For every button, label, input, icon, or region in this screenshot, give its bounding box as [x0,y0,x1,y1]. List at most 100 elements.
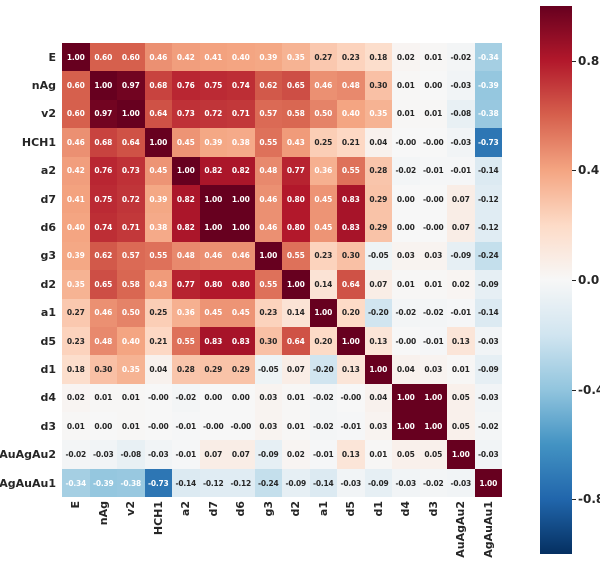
heatmap-cell: 0.80 [282,184,310,214]
heatmap-cell: 0.07 [282,355,310,384]
heatmap-cell: 0.64 [144,99,172,129]
heatmap-cell: 0.30 [337,241,365,271]
heatmap-cell: 0.03 [364,412,392,441]
heatmap-cell: 0.60 [62,99,90,129]
heatmap-cell: 1.00 [227,184,255,214]
heatmap-cell: 0.65 [282,71,310,100]
heatmap-cell: -0.14 [309,468,337,498]
y-tick-label: d6 [40,221,56,235]
heatmap-cell: 0.04 [364,128,392,157]
heatmap-cell: 0.46 [199,241,227,271]
heatmap-cell: 0.23 [254,298,282,327]
heatmap-cell: -0.03 [144,440,172,469]
heatmap-cell: 0.80 [227,270,255,299]
heatmap-cell: -0.12 [199,468,227,498]
heatmap-cell: 0.46 [227,241,255,271]
y-tick-label: d7 [40,192,56,206]
colorbar-gradient [540,6,572,554]
heatmap-cell: 0.00 [199,383,227,413]
heatmap-cell: -0.14 [474,298,502,327]
heatmap-cell: 0.29 [364,184,392,214]
x-tick-label: d7 [206,501,220,517]
heatmap-cell: 0.42 [172,43,200,72]
heatmap-cell: 0.57 [117,241,145,271]
y-tick-label: d3 [40,419,56,433]
heatmap-cell: 1.00 [172,156,200,185]
x-tick-label: HCH1 [151,501,165,536]
y-tick-label: v2 [41,107,56,121]
colorbar [540,6,572,554]
heatmap-cell: 0.23 [337,43,365,72]
heatmap-cell: 0.30 [89,355,117,384]
x-tick-label-slot: a1 [310,501,338,561]
heatmap-cell: 0.45 [199,298,227,327]
heatmap-cell: 1.00 [309,298,337,327]
heatmap-cell: 0.39 [144,184,172,214]
heatmap-cell: 0.00 [419,71,447,100]
heatmap-cell: 0.18 [364,43,392,72]
heatmap-cell: -0.00 [144,383,172,413]
heatmap-cell: -0.09 [254,440,282,469]
x-tick-label-slot: d3 [420,501,448,561]
heatmap-cell: 0.80 [282,213,310,242]
heatmap-cell: 0.46 [62,128,90,157]
y-tick-label: g3 [40,249,56,263]
heatmap-cell: 0.29 [199,355,227,384]
heatmap-cell: 1.00 [62,43,90,72]
x-tick-label-slot: g3 [255,501,283,561]
x-tick-label: d4 [399,501,413,517]
heatmap-cell: 0.40 [62,213,90,242]
heatmap-cell: 0.01 [392,270,420,299]
heatmap-cell: 0.72 [117,184,145,214]
y-tick-label: AuAgAu2 [0,448,56,462]
heatmap-cell: 0.83 [337,184,365,214]
heatmap-cell: -0.12 [227,468,255,498]
heatmap-cell: 0.30 [364,71,392,100]
heatmap-cell: -0.24 [474,241,502,271]
heatmap-cell: -0.02 [419,298,447,327]
heatmap-cell: -0.02 [309,383,337,413]
heatmap-cell: 0.27 [309,43,337,72]
heatmap-cell: 1.00 [364,355,392,384]
heatmap-cell: 0.02 [447,270,475,299]
x-tick-label-slot: AuAgAu2 [447,501,475,561]
heatmap-cell: -0.09 [474,270,502,299]
heatmap-cell: 0.01 [89,383,117,413]
y-tick-label: d2 [40,277,56,291]
heatmap-cell: 0.04 [364,383,392,413]
heatmap-cell: -0.24 [254,468,282,498]
heatmap-cell: -0.39 [474,71,502,100]
heatmap-cell: 0.43 [282,128,310,157]
heatmap-cell: -0.39 [89,468,117,498]
heatmap-cell: 0.62 [254,71,282,100]
heatmap-cell: -0.03 [392,468,420,498]
heatmap-cell: 0.38 [227,128,255,157]
x-tick-label-slot: d6 [227,501,255,561]
heatmap-cell: 0.45 [172,128,200,157]
heatmap-cell: 0.45 [309,184,337,214]
heatmap-cell: 0.65 [89,270,117,299]
heatmap-cell: -0.08 [117,440,145,469]
heatmap-cell: 0.25 [144,298,172,327]
heatmap-cell: 0.46 [309,71,337,100]
heatmap-cell: 0.00 [392,213,420,242]
x-tick-label: a2 [179,501,193,517]
x-tick-label-slot: d4 [392,501,420,561]
heatmap-cell: 0.75 [199,71,227,100]
heatmap-cell: 0.40 [337,99,365,129]
heatmap-cell: 0.40 [227,43,255,72]
colorbar-tick-label: -0.4 [578,382,600,397]
heatmap-cell: 0.58 [117,270,145,299]
heatmap-cell: 0.23 [62,326,90,356]
heatmap-cell: -0.14 [172,468,200,498]
heatmap-cell: 0.64 [117,128,145,157]
heatmap-cell: 0.77 [172,270,200,299]
heatmap-cell: 1.00 [254,241,282,271]
heatmap-cell: 0.01 [282,412,310,441]
colorbar-tick-mark [572,499,576,501]
x-tick-label-slot: d7 [200,501,228,561]
heatmap-cell: 0.01 [117,383,145,413]
heatmap-cell: 0.83 [227,326,255,356]
heatmap-cell: 0.14 [282,298,310,327]
